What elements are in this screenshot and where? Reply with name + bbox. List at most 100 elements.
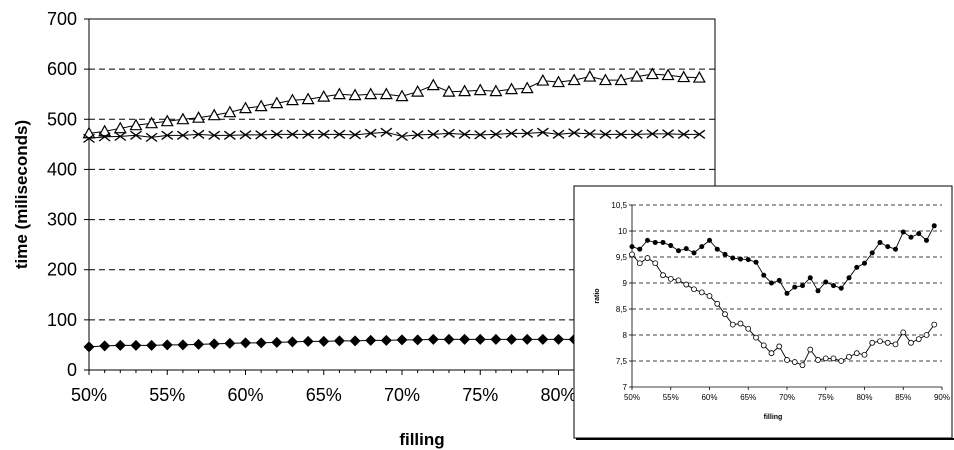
main-data-point: [537, 333, 549, 345]
inset-data-point: [869, 339, 876, 346]
main-data-point: [129, 118, 143, 131]
inset-data-point: [683, 281, 690, 288]
main-data-point: [161, 339, 173, 351]
main-data-point: [412, 334, 424, 346]
inset-data-point: [636, 260, 643, 267]
main-data-point-stroke-b: [349, 130, 361, 140]
inset-data-point: [924, 237, 929, 243]
main-y-tick-label: 600: [47, 59, 77, 79]
main-x-tick-label: 70%: [384, 385, 420, 405]
main-data-point: [223, 105, 237, 118]
main-x-tick-label: 80%: [540, 385, 576, 405]
main-data-point-stroke-b: [364, 128, 377, 138]
inset-data-point: [815, 288, 821, 294]
main-data-point: [426, 78, 440, 91]
inset-data-point: [846, 275, 852, 281]
inset-data-point: [629, 244, 635, 250]
main-data-point: [285, 93, 299, 106]
inset-data-point: [768, 350, 775, 357]
main-data-point-stroke-b: [255, 130, 268, 140]
main-data-point: [99, 340, 111, 352]
main-data-point-stroke-b: [568, 128, 581, 138]
main-data-point: [207, 108, 221, 121]
inset-x-tick-label: 65%: [740, 393, 756, 402]
main-x-tick-label: 75%: [462, 385, 498, 405]
inset-x-tick-label: 70%: [779, 393, 795, 402]
main-data-point-stroke-b: [630, 129, 643, 139]
main-x-tick-label: 65%: [306, 385, 342, 405]
inset-x-tick-label: 55%: [663, 393, 679, 402]
main-data-point: [98, 124, 112, 137]
inset-data-point: [893, 246, 898, 252]
inset-data-point: [675, 277, 682, 284]
inset-data-point: [714, 300, 721, 307]
inset-data-point: [869, 250, 875, 256]
inset-data-point: [737, 320, 744, 327]
inset-data-point: [683, 246, 689, 252]
main-data-point-stroke-b: [177, 130, 189, 140]
inset-data-point: [815, 357, 821, 363]
main-data-point: [458, 84, 472, 97]
main-data-point: [270, 96, 284, 109]
inset-data-point: [707, 237, 712, 243]
main-data-point: [427, 129, 440, 139]
inset-data-point: [800, 283, 805, 289]
inset-data-point: [853, 350, 860, 357]
main-data-point: [645, 67, 659, 80]
inset-data-point: [652, 239, 658, 245]
inset-data-point: [644, 255, 651, 261]
inset-data-point: [722, 251, 728, 257]
inset-data-point: [714, 246, 720, 252]
inset-data-point: [830, 355, 837, 362]
main-data-point-stroke-b: [161, 130, 174, 140]
main-data-point: [145, 132, 158, 142]
inset-data-point: [722, 311, 728, 318]
main-data-point-stroke-b: [458, 129, 471, 139]
inset-data-point: [698, 289, 705, 296]
inset-data-point: [915, 336, 922, 343]
inset-data-point: [691, 250, 697, 256]
main-data-point: [536, 127, 549, 137]
inset-x-tick-label: 90%: [934, 393, 950, 402]
main-data-point: [661, 68, 675, 81]
inset-y-tick-label: 8: [623, 331, 628, 340]
main-data-point: [490, 333, 502, 345]
main-data-point: [536, 73, 550, 86]
inset-series-0: [629, 223, 937, 296]
main-data-point: [411, 130, 424, 140]
main-data-point: [490, 129, 502, 139]
main-data-point: [146, 339, 158, 351]
main-data-point: [692, 70, 706, 83]
main-data-point: [332, 87, 346, 100]
main-data-point-stroke-b: [411, 130, 424, 140]
main-data-point: [161, 130, 174, 140]
main-data-point: [317, 129, 330, 139]
main-data-point: [443, 333, 455, 345]
main-data-point: [349, 130, 361, 140]
main-data-point: [505, 82, 519, 95]
main-data-point-stroke-b: [583, 129, 596, 139]
main-data-point: [302, 335, 314, 347]
main-data-point: [630, 129, 643, 139]
inset-data-point: [784, 357, 790, 363]
main-y-tick-label: 0: [67, 360, 77, 380]
main-data-point-stroke-b: [599, 129, 612, 139]
inset-data-point: [629, 251, 635, 258]
inset-y-axis-title: ratio: [594, 288, 601, 303]
inset-data-point: [923, 332, 930, 338]
inset-data-point: [908, 339, 914, 346]
main-data-point: [395, 89, 409, 102]
main-data-point: [208, 338, 220, 350]
main-data-point: [521, 128, 534, 138]
main-data-point: [364, 87, 378, 100]
main-data-point: [302, 129, 314, 139]
main-data-point: [349, 335, 361, 347]
main-data-point: [208, 130, 221, 140]
main-x-tick-label: 50%: [71, 385, 107, 405]
main-data-point: [348, 88, 362, 101]
inset-data-point: [885, 244, 891, 250]
main-data-point: [176, 112, 190, 125]
inset-data-point: [706, 293, 713, 299]
inset-data-point: [776, 343, 783, 350]
